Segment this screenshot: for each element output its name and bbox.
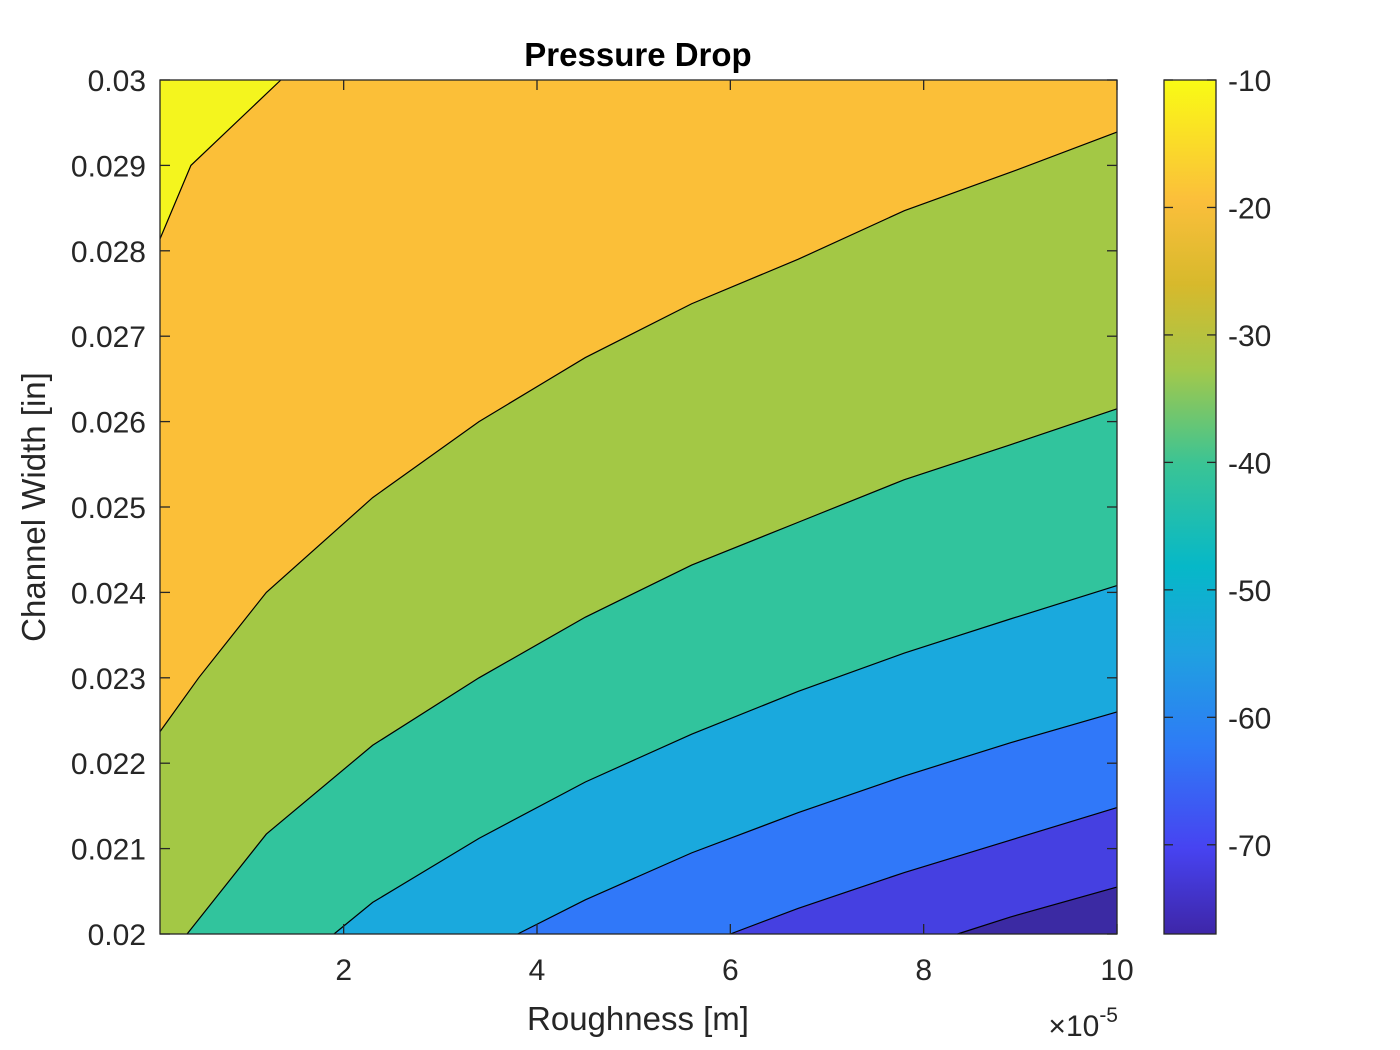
y-tick-label: 0.027 <box>71 321 146 354</box>
y-tick-label: 0.02 <box>88 919 146 952</box>
y-tick-label: 0.029 <box>71 150 146 183</box>
y-tick-label: 0.021 <box>71 834 146 867</box>
x-tick-label: 8 <box>915 954 932 987</box>
contour-line-20 <box>159 131 1118 732</box>
band-above-minus-10 <box>160 80 281 239</box>
y-tick-label: 0.026 <box>71 407 146 440</box>
contour-fill-bands <box>160 80 1118 934</box>
colorbar-tick-label: -70 <box>1228 830 1271 863</box>
contour-lines <box>159 79 1118 935</box>
colorbar-tick-label: -40 <box>1228 447 1271 480</box>
x-tick-label: 6 <box>722 954 739 987</box>
colorbar-ramp <box>1163 79 1217 935</box>
colorbar-tick-label: -10 <box>1228 65 1271 98</box>
contour-line-40 <box>333 584 1118 935</box>
y-tick-label: 0.025 <box>71 492 146 525</box>
x-tick-label: 4 <box>529 954 546 987</box>
contour-line-60 <box>730 807 1118 935</box>
colorbar: -10 -20 -30 -40 -50 -60 -70 <box>1163 65 1271 935</box>
y-axis-label: Channel Width [in] <box>15 372 52 642</box>
y-tick-label: 0.03 <box>88 65 146 98</box>
x-tick-label: 2 <box>335 954 352 987</box>
colorbar-tick-label: -20 <box>1228 192 1271 225</box>
contour-line-10 <box>159 79 282 240</box>
colorbar-tick-label: -50 <box>1228 575 1271 608</box>
y-tick-label: 0.024 <box>71 577 146 610</box>
x-tick-label: 10 <box>1100 954 1133 987</box>
contour-line-30 <box>186 408 1118 935</box>
band-minus-70-to-minus-60 <box>730 807 1117 934</box>
x-axis-exponent: ×10-5 <box>1048 1004 1118 1043</box>
plot-axes: 2 4 6 8 10 0.02 0.021 0.022 0.023 0.024 0.025 0.026… <box>71 65 1134 987</box>
y-tick-label: 0.028 <box>71 236 146 269</box>
contour-line-50 <box>517 711 1118 935</box>
x-axis-label: Roughness [m] <box>527 1000 749 1037</box>
colorbar-tick-label: -30 <box>1228 320 1271 353</box>
y-tick-label: 0.023 <box>71 663 146 696</box>
y-tick-label: 0.022 <box>71 748 146 781</box>
chart-title: Pressure Drop <box>524 36 751 73</box>
contour-line-70 <box>957 886 1118 935</box>
colorbar-tick-label: -60 <box>1228 702 1271 735</box>
